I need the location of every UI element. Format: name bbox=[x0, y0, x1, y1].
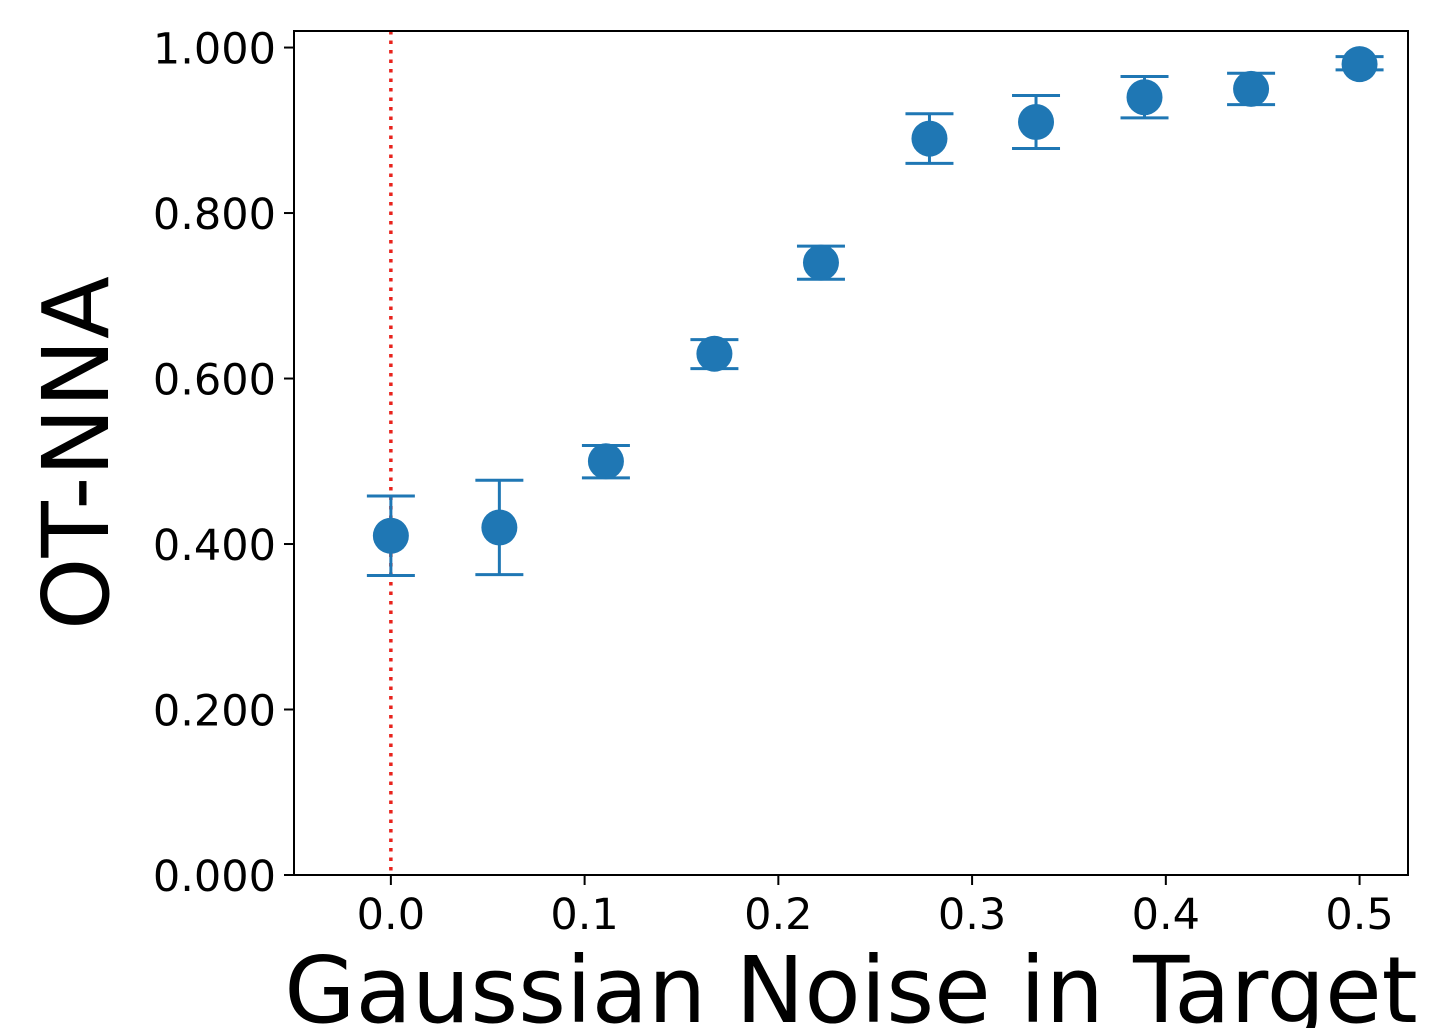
data-point bbox=[587, 443, 624, 480]
data-point bbox=[911, 120, 948, 157]
y-axis-label: OT-NNA bbox=[23, 276, 130, 630]
error-bar-layer bbox=[366, 55, 1384, 577]
y-tick-label: 1.000 bbox=[153, 25, 276, 75]
x-tick-label: 0.4 bbox=[1132, 890, 1200, 940]
data-point bbox=[481, 509, 518, 546]
y-tick-label: 0.200 bbox=[153, 687, 276, 737]
y-tick-label: 0.600 bbox=[153, 356, 276, 406]
x-tick-label: 0.1 bbox=[550, 890, 618, 940]
y-tick-label: 0.400 bbox=[153, 521, 276, 571]
data-point bbox=[372, 517, 409, 554]
x-axis-ticks: 0.0 0.1 0.2 0.3 0.4 0.5 bbox=[357, 875, 1394, 940]
y-tick-label: 0.000 bbox=[153, 852, 276, 902]
x-tick-label: 0.2 bbox=[744, 890, 812, 940]
x-tick-label: 0.3 bbox=[938, 890, 1006, 940]
x-axis-label: Gaussian Noise in Target bbox=[284, 937, 1418, 1028]
x-tick-label: 0.5 bbox=[1325, 890, 1393, 940]
y-axis-ticks: 0.000 0.200 0.400 0.600 0.800 1.000 bbox=[153, 25, 294, 902]
data-point bbox=[1018, 104, 1055, 141]
x-tick-label: 0.0 bbox=[357, 890, 425, 940]
plot-area-frame bbox=[293, 30, 1409, 876]
data-point bbox=[802, 244, 839, 281]
data-point bbox=[696, 335, 733, 372]
data-point bbox=[1126, 79, 1163, 116]
data-point-layer bbox=[372, 46, 1378, 554]
data-point bbox=[1233, 70, 1270, 107]
data-point bbox=[1341, 46, 1378, 83]
y-tick-label: 0.800 bbox=[153, 190, 276, 240]
